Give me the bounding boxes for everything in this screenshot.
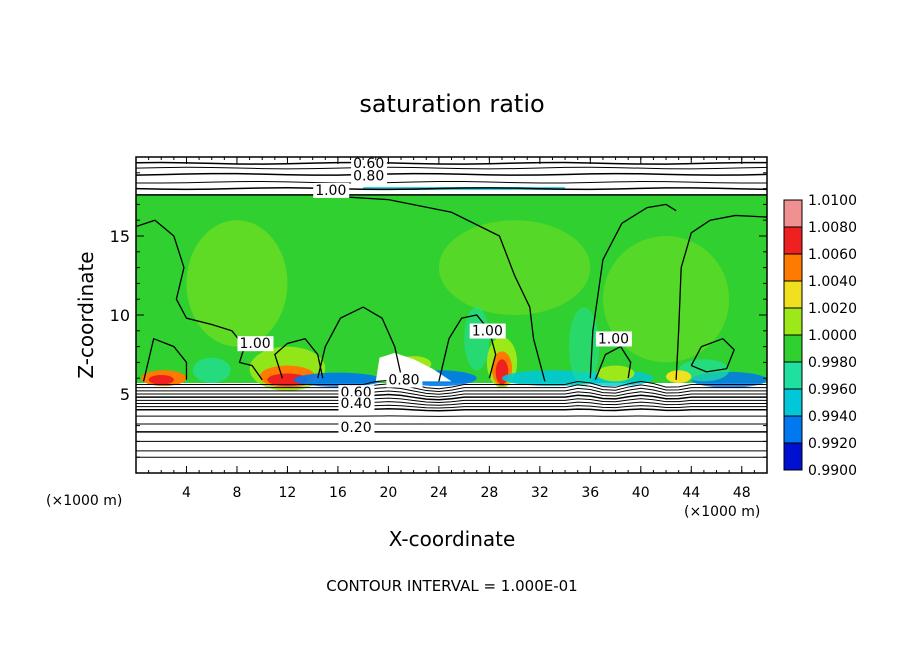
- colorbar-label-6: 0.9980: [808, 355, 857, 371]
- colorbar-label-9: 0.9920: [808, 436, 857, 452]
- y-tick-label-0: 5: [120, 385, 130, 404]
- colorbar-swatch-0: [784, 200, 802, 227]
- x-unit-left: (×1000 m): [46, 493, 122, 509]
- colorbar-swatch-1: [784, 227, 802, 254]
- colorbar-swatch-2: [784, 254, 802, 281]
- field-patch-21: [666, 370, 691, 383]
- x-tick-label-4: 20: [379, 485, 397, 501]
- x-tick-label-11: 48: [733, 485, 751, 501]
- contour-label-9: 0.20: [340, 420, 371, 436]
- colorbar-swatch-8: [784, 416, 802, 443]
- x-tick-label-1: 8: [232, 485, 241, 501]
- colorbar-label-2: 1.0060: [808, 247, 857, 263]
- contour-label-1: 0.80: [353, 169, 384, 185]
- colorbar-swatch-9: [784, 443, 802, 470]
- y-tick-label-1: 10: [110, 306, 130, 325]
- colorbar-swatch-4: [784, 308, 802, 335]
- y-tick-label-2: 15: [110, 227, 130, 246]
- contour-interval-note: CONTOUR INTERVAL = 1.000E-01: [326, 577, 577, 595]
- field-patch-17: [193, 358, 231, 383]
- y-axis-label: Z-coordinate: [74, 251, 98, 378]
- colorbar: 1.0100 1.0080 1.0060 1.0040 1.0020 1.0000 0.99…: [784, 193, 857, 479]
- colorbar-swatch-3: [784, 281, 802, 308]
- x-tick-label-10: 44: [682, 485, 700, 501]
- colorbar-swatch-7: [784, 389, 802, 416]
- x-tick-label-9: 40: [632, 485, 650, 501]
- colorbar-label-7: 0.9960: [808, 382, 857, 398]
- field-patch-1: [439, 220, 590, 315]
- contour-label-6: 0.80: [388, 373, 419, 389]
- colorbar-swatch-6: [784, 362, 802, 389]
- colorbar-label-0: 1.0100: [808, 193, 857, 209]
- x-tick-label-5: 24: [430, 485, 448, 501]
- x-tick-label-7: 32: [531, 485, 549, 501]
- contour-label-8: 0.40: [340, 396, 371, 412]
- contour-label-3: 1.00: [239, 336, 270, 352]
- colorbar-label-10: 0.9900: [808, 463, 857, 479]
- colorbar-label-1: 1.0080: [808, 220, 857, 236]
- x-tick-label-0: 4: [182, 485, 191, 501]
- x-unit-right: (×1000 m): [684, 504, 760, 520]
- x-tick-label-3: 16: [329, 485, 347, 501]
- x-axis-label: X-coordinate: [389, 527, 516, 551]
- field-patch-7: [149, 375, 174, 384]
- chart-title: saturation ratio: [359, 90, 544, 118]
- colorbar-label-5: 1.0000: [808, 328, 857, 344]
- field-patch-0: [186, 220, 287, 346]
- contour-label-5: 1.00: [598, 331, 629, 347]
- colorbar-label-4: 1.0020: [808, 301, 857, 317]
- colorbar-swatch-5: [784, 335, 802, 362]
- x-tick-label-8: 36: [581, 485, 599, 501]
- contour-label-2: 1.00: [315, 183, 346, 199]
- x-tick-label-2: 12: [279, 485, 297, 501]
- colorbar-label-8: 0.9940: [808, 409, 857, 425]
- x-tick-label-6: 28: [480, 485, 498, 501]
- colorbar-label-3: 1.0040: [808, 274, 857, 290]
- contour-label-4: 1.00: [472, 324, 503, 340]
